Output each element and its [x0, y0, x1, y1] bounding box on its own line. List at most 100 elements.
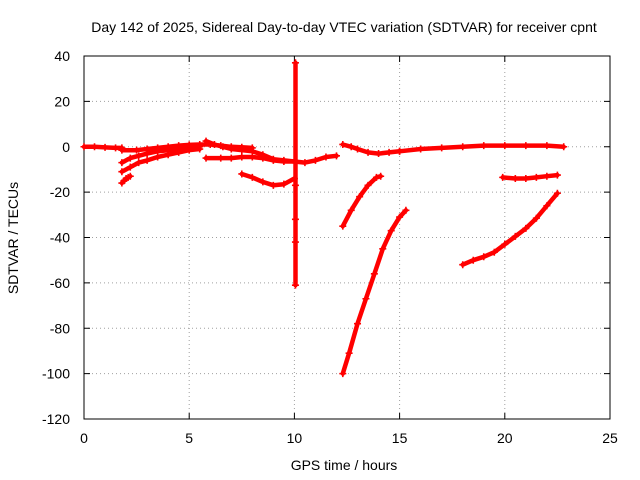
data-point: [372, 173, 380, 181]
data-point: [354, 320, 362, 328]
data-point: [291, 281, 299, 289]
data-point: [560, 143, 568, 151]
data-point: [280, 157, 288, 165]
series-arc-l: [339, 206, 410, 378]
data-point: [387, 227, 395, 235]
data-point: [248, 173, 256, 181]
data-point: [259, 178, 267, 186]
y-tick-label: -60: [50, 275, 70, 291]
data-point: [511, 232, 519, 240]
data-point: [238, 170, 246, 178]
data-point: [459, 143, 467, 151]
data-point: [480, 142, 488, 150]
x-tick-label: 15: [392, 430, 408, 446]
data-point: [143, 156, 151, 164]
x-tick-label: 10: [287, 430, 303, 446]
data-point: [417, 145, 425, 153]
data-point: [490, 248, 498, 256]
data-point: [364, 148, 372, 156]
data-point: [347, 206, 355, 214]
data-point: [375, 150, 383, 158]
data-point: [339, 222, 347, 230]
data-point: [118, 146, 126, 154]
x-tick-label: 20: [497, 430, 513, 446]
data-point: [291, 215, 299, 223]
data-point: [311, 156, 319, 164]
marker-layer: [80, 59, 568, 378]
data-point: [396, 213, 404, 221]
data-point: [364, 181, 372, 189]
data-point: [126, 163, 134, 171]
x-tick-label: 5: [185, 430, 193, 446]
data-point: [202, 137, 210, 145]
data-point: [532, 173, 540, 181]
data-point: [112, 144, 120, 152]
data-point: [301, 159, 309, 167]
data-point: [332, 152, 340, 160]
data-point: [80, 143, 88, 151]
data-point: [269, 181, 277, 189]
data-point: [543, 202, 551, 210]
data-point: [133, 146, 141, 154]
series-arc-m: [396, 142, 568, 155]
data-point: [396, 147, 404, 155]
data-point: [143, 150, 151, 158]
y-tick-label: -40: [50, 230, 70, 246]
data-point: [175, 148, 183, 156]
data-point: [210, 140, 218, 148]
series-track: [340, 208, 409, 376]
data-point: [469, 256, 477, 264]
data-point: [522, 224, 530, 232]
series-arc-h: [238, 170, 298, 189]
data-point: [291, 181, 299, 189]
data-point: [370, 270, 378, 278]
data-point: [354, 145, 362, 153]
y-axis-label: SDTVAR / TECUs: [5, 182, 21, 294]
data-point: [362, 295, 370, 303]
data-point: [511, 175, 519, 183]
series-arc-o: [459, 189, 561, 269]
data-point: [126, 172, 134, 180]
data-point: [291, 59, 299, 67]
series-arc-e: [118, 172, 134, 187]
x-tick-label: 0: [80, 430, 88, 446]
data-point: [499, 173, 507, 181]
data-point: [259, 154, 267, 162]
data-point: [135, 159, 143, 167]
data-point: [379, 245, 387, 253]
series-arc-i: [291, 59, 299, 289]
data-point: [459, 261, 467, 269]
series-arc-j: [339, 140, 404, 158]
data-point: [291, 238, 299, 246]
y-tick-label: -80: [50, 320, 70, 336]
data-point: [101, 143, 109, 151]
data-point: [248, 153, 256, 161]
tick-layer: 0 5 10 15 20 25 40 20 0 -20 -40 -60 -80 -100 -120: [42, 48, 618, 446]
data-point: [118, 159, 126, 167]
series-arc-n: [499, 171, 561, 183]
data-point: [347, 143, 355, 151]
data-point: [91, 143, 99, 151]
data-point: [339, 370, 347, 378]
y-tick-label: 20: [54, 93, 70, 109]
data-point: [135, 152, 143, 160]
data-point: [553, 189, 561, 197]
y-tick-label: 40: [54, 48, 70, 64]
data-point: [118, 168, 126, 176]
series-arc-d: [118, 145, 204, 176]
data-point: [522, 142, 530, 150]
data-point: [217, 154, 225, 162]
data-point: [501, 240, 509, 248]
data-point: [126, 154, 134, 162]
data-point: [532, 214, 540, 222]
series-arc-k: [339, 172, 385, 230]
series-track: [340, 173, 383, 229]
y-tick-label: 0: [62, 139, 70, 155]
y-tick-label: -100: [42, 366, 70, 382]
data-point: [227, 154, 235, 162]
data-point: [269, 156, 277, 164]
series-arc-g: [202, 152, 340, 167]
data-point: [322, 153, 330, 161]
data-point: [154, 153, 162, 161]
